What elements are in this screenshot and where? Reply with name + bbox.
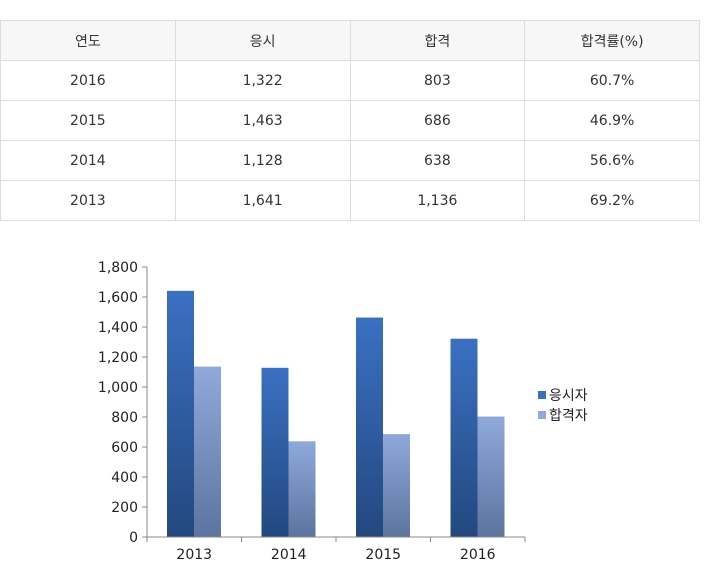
cell-year: 2013: [0, 180, 176, 221]
x-tick-label: 2014: [271, 547, 307, 563]
cell-year: 2014: [0, 140, 176, 181]
cell-applicants: 1,641: [174, 180, 351, 221]
legend-swatch-passed: [538, 411, 546, 419]
y-tick-label: 1,200: [98, 350, 138, 366]
legend-label-passed: 합격자: [549, 408, 588, 424]
bars-group: [167, 290, 505, 537]
header-pass-rate: 합격률(%): [524, 20, 700, 61]
cell-passed: 638: [349, 140, 526, 181]
cell-pass-rate: 56.6%: [524, 140, 700, 181]
y-tick-label: 1,400: [98, 320, 138, 336]
table-row: 2013 1,641 1,136 69.2%: [0, 180, 700, 221]
cell-passed: 803: [349, 60, 526, 101]
x-tick-label: 2015: [365, 547, 401, 563]
bar-passed-2013: [194, 366, 221, 537]
cell-passed: 686: [349, 100, 526, 141]
header-passed: 합격: [349, 20, 526, 61]
y-tick-label: 1,000: [98, 380, 138, 396]
y-tick-label: 600: [111, 440, 138, 456]
cell-pass-rate: 69.2%: [524, 180, 700, 221]
y-tick-label: 1,600: [98, 290, 138, 306]
header-year: 연도: [0, 20, 176, 61]
y-tick-label: 0: [129, 530, 138, 546]
cell-applicants: 1,128: [174, 140, 351, 181]
bar-applicants-2016: [450, 338, 478, 537]
x-tick-label: 2013: [176, 547, 212, 563]
results-table: 연도 응시 합격 합격률(%) 2016 1,322 803 60.7% 201…: [0, 20, 700, 221]
x-axis-ticks: 2013 2014 2015 2016: [146, 537, 526, 563]
cell-applicants: 1,463: [174, 100, 351, 141]
header-applicants: 응시: [174, 20, 351, 61]
table-row: 2014 1,128 638 56.6%: [0, 140, 700, 181]
bar-passed-2014: [288, 441, 316, 537]
bar-applicants-2014: [261, 367, 289, 537]
bar-applicants-2013: [167, 290, 194, 537]
y-tick-label: 1,800: [98, 260, 138, 276]
cell-applicants: 1,322: [174, 60, 351, 101]
table-row: 2015 1,463 686 46.9%: [0, 100, 700, 141]
cell-year: 2016: [0, 60, 176, 101]
bar-chart: 0 200 400 600 800 1,000 1,200 1,400 1,600 1,800 2…: [98, 260, 588, 563]
y-axis-ticks: 0 200 400 600 800 1,000 1,200 1,400 1,600 1,800: [98, 260, 147, 546]
bar-passed-2016: [477, 416, 505, 537]
cell-pass-rate: 60.7%: [524, 60, 700, 101]
y-tick-label: 400: [111, 470, 138, 486]
x-tick-label: 2016: [460, 547, 496, 563]
legend-label-applicants: 응시자: [549, 388, 588, 404]
table-header-row: 연도 응시 합격 합격률(%): [0, 20, 700, 61]
table-row: 2016 1,322 803 60.7%: [0, 60, 700, 101]
cell-pass-rate: 46.9%: [524, 100, 700, 141]
legend-swatch-applicants: [538, 391, 546, 399]
y-tick-label: 200: [111, 500, 138, 516]
cell-year: 2015: [0, 100, 176, 141]
bar-chart-container: 0 200 400 600 800 1,000 1,200 1,400 1,600 1,800 2…: [0, 250, 705, 570]
results-table-container: 연도 응시 합격 합격률(%) 2016 1,322 803 60.7% 201…: [0, 20, 700, 221]
y-tick-label: 800: [111, 410, 138, 426]
cell-passed: 1,136: [349, 180, 526, 221]
bar-applicants-2015: [356, 317, 383, 537]
bar-passed-2015: [383, 434, 410, 537]
